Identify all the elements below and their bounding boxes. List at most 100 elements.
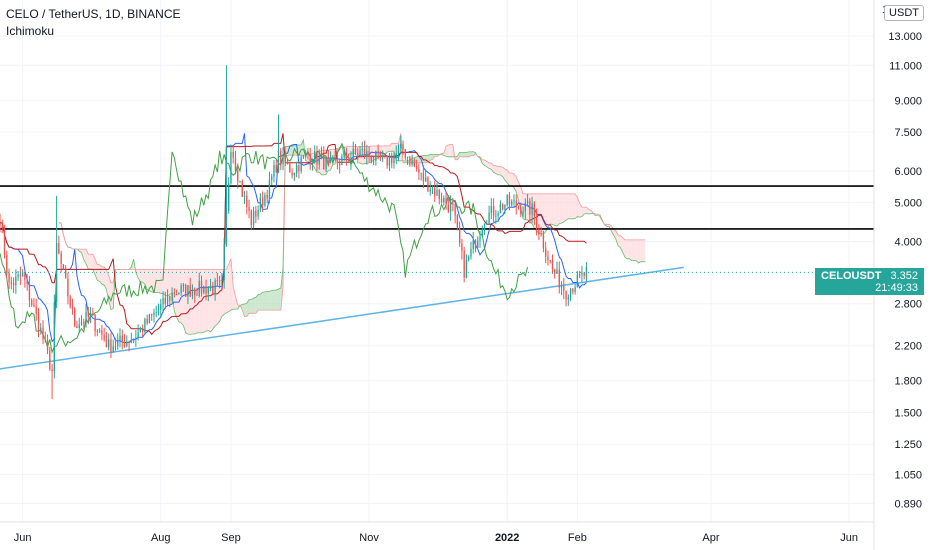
candle-body [237, 170, 239, 182]
cloud-segment [160, 269, 164, 294]
candle-body [508, 195, 511, 205]
time-tick-label: Sep [221, 532, 241, 544]
cloud-segment [509, 173, 512, 186]
cloud-segment [430, 154, 433, 161]
leading-span-a [58, 138, 646, 335]
price-tick-label: 0.890 [894, 498, 922, 510]
candle-body [280, 150, 282, 165]
candle-body [477, 240, 479, 249]
cloud-segment [525, 193, 528, 220]
candle-body [12, 283, 15, 286]
candle-body [112, 346, 114, 353]
candle-body [189, 285, 191, 297]
candle-body [273, 165, 275, 177]
candle-body [101, 330, 103, 335]
candle-body [583, 272, 585, 276]
indicator-title[interactable]: Ichimoku [6, 24, 55, 38]
cloud-segment [516, 176, 519, 201]
candle-body [316, 151, 318, 165]
cloud-segment [178, 269, 182, 323]
candle-body [130, 340, 133, 343]
candle-body [62, 264, 65, 269]
cloud-segment [541, 193, 544, 235]
candle-body [413, 160, 416, 167]
candle-body [8, 273, 10, 283]
cloud-segment [434, 154, 437, 157]
cloud-segment [493, 165, 496, 174]
cloud-segment [267, 291, 270, 311]
cloud-segment [561, 193, 564, 224]
cloud-segment [527, 193, 530, 222]
candle-body [302, 155, 305, 158]
candle-body [64, 268, 67, 279]
candle-body [182, 284, 185, 287]
candle-body [166, 296, 169, 304]
candle-body [352, 148, 354, 158]
candle-body [526, 201, 529, 204]
price-tick-label: 11.000 [889, 60, 922, 72]
candle-body [567, 297, 570, 300]
support-trendline[interactable] [0, 266, 684, 371]
candle-body [83, 321, 85, 323]
candle-body [105, 339, 108, 347]
cloud-segment [405, 160, 408, 163]
candle-body [449, 203, 452, 212]
candle-body [151, 314, 153, 316]
candle-body [87, 311, 89, 317]
candle-body [171, 292, 173, 301]
cloud-segment [500, 166, 503, 177]
candle-body [524, 203, 526, 212]
cloud-segment [230, 258, 234, 311]
cloud-segment [251, 298, 254, 314]
conversion-line [0, 133, 587, 343]
candle-body [35, 306, 37, 314]
candle-body [74, 308, 76, 327]
cloud-segment [217, 269, 220, 325]
cloud-segment [464, 152, 467, 157]
cloud-segment [255, 294, 259, 314]
cloud-segment [557, 193, 560, 227]
candle-body [268, 179, 271, 199]
cloud-segment [570, 193, 573, 219]
candle-body [203, 286, 205, 293]
candle-body [456, 215, 459, 228]
candle-body [481, 229, 483, 236]
cloud-segment [631, 239, 634, 261]
candle-body [381, 155, 384, 159]
currency-button[interactable]: USDT [884, 5, 924, 21]
candle-body [411, 160, 413, 165]
cloud-segment [167, 269, 170, 296]
cloud-segment [563, 193, 567, 222]
candle-body [379, 151, 382, 159]
candle-body [372, 160, 375, 162]
time-tick-label: Nov [359, 532, 379, 544]
cloud-segment [203, 269, 207, 333]
cloud-segment [142, 269, 145, 285]
cloud-segment [446, 145, 449, 157]
candle-body [275, 165, 277, 172]
candle-body [126, 341, 128, 347]
candle-body [576, 274, 579, 288]
candle-body [307, 153, 309, 155]
cloud-segment [208, 269, 211, 332]
cloud-segment [554, 193, 558, 227]
candle-body [574, 287, 576, 292]
candle-body [569, 288, 572, 298]
candle-body [216, 280, 219, 282]
symbol-title[interactable]: CELO / TetherUS, 1D, BINANCE [6, 7, 181, 21]
candle-body [486, 223, 488, 225]
cloud-segment [629, 239, 632, 261]
candles [0, 65, 588, 400]
candle-body [232, 151, 234, 158]
candle-body [123, 341, 126, 347]
candle-body [504, 204, 506, 210]
candle-body [214, 280, 216, 293]
candle-body [578, 274, 581, 276]
candle-body [108, 339, 110, 347]
candle-body [515, 200, 517, 207]
candle-body [424, 177, 427, 182]
candle-body [323, 154, 325, 170]
cloud-segment [262, 291, 265, 311]
cloud-segment [618, 235, 621, 248]
